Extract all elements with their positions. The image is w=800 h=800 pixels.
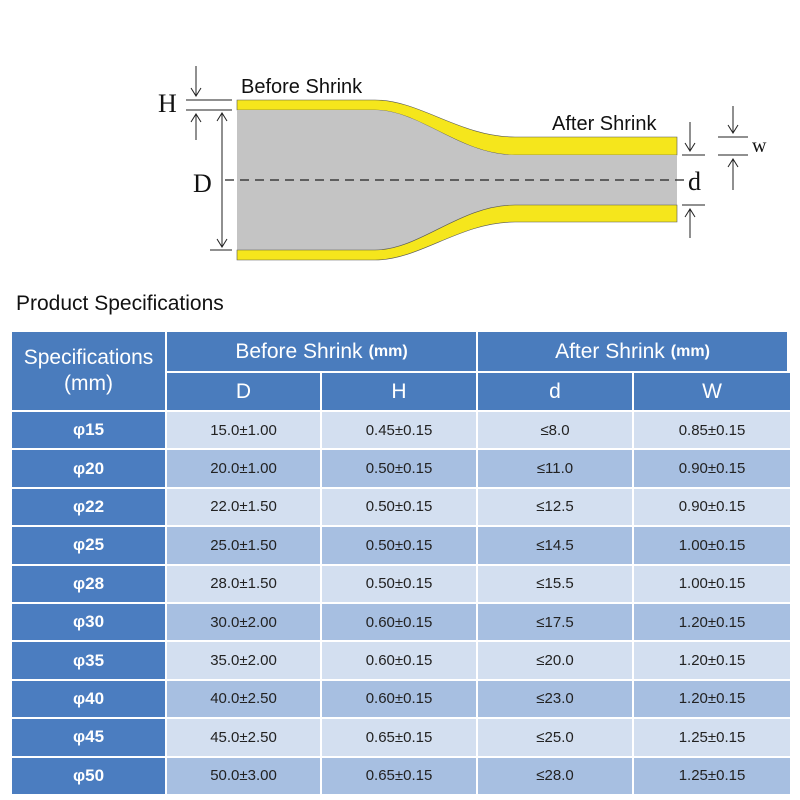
- table-cell: ≤8.0: [478, 412, 632, 449]
- header-text: (mm): [64, 372, 113, 395]
- dimension-lines: [186, 66, 748, 251]
- dim-label: d: [688, 167, 701, 196]
- table-cell: 22.0±1.50: [167, 488, 320, 526]
- table-cell: ≤15.5: [478, 565, 632, 602]
- row-header: φ45: [12, 719, 165, 756]
- row-header: φ40: [12, 680, 165, 718]
- table-cell: 1.20±0.15: [634, 604, 790, 641]
- table-cell: ≤11.0: [478, 450, 632, 487]
- header-unit: (mm): [670, 342, 710, 360]
- column-header: d: [478, 373, 632, 410]
- header-unit: (mm): [368, 342, 408, 360]
- table-cell: 30.0±2.00: [167, 604, 320, 641]
- column-header: W: [634, 373, 790, 410]
- column-header: H: [322, 373, 476, 410]
- before-label: Before Shrink: [241, 76, 363, 98]
- group-header: After Shrink (mm): [478, 332, 787, 371]
- table-cell: ≤17.5: [478, 604, 632, 641]
- dim-label: H: [158, 89, 177, 118]
- table-cell: 25.0±1.50: [167, 527, 320, 564]
- table-cell: ≤12.5: [478, 488, 632, 526]
- table-cell: 0.65±0.15: [322, 719, 476, 756]
- table-cell: 45.0±2.50: [167, 719, 320, 756]
- header-text: After Shrink: [555, 339, 665, 363]
- corner-header: Specifications (mm): [12, 332, 165, 410]
- table-cell: ≤20.0: [478, 642, 632, 679]
- table-cell: 1.25±0.15: [634, 757, 790, 794]
- shrink-diagram: Before Shrink After Shrink H D d w: [158, 66, 767, 261]
- table-cell: 0.50±0.15: [322, 527, 476, 564]
- table-cell: 40.0±2.50: [167, 680, 320, 718]
- table-cell: ≤23.0: [478, 680, 632, 718]
- table-cell: 1.20±0.15: [634, 680, 790, 718]
- header-text: Before Shrink: [235, 339, 363, 363]
- row-header: φ22: [12, 488, 165, 526]
- dim-label: w: [752, 135, 767, 157]
- row-header: φ15: [12, 412, 165, 449]
- row-header: φ25: [12, 527, 165, 564]
- table-cell: 28.0±1.50: [167, 565, 320, 602]
- column-header: D: [167, 373, 320, 410]
- table-cell: 1.00±0.15: [634, 565, 790, 602]
- table-cell: 1.25±0.15: [634, 719, 790, 756]
- dim-label: D: [193, 169, 212, 198]
- table-cell: ≤25.0: [478, 719, 632, 756]
- table-cell: 1.00±0.15: [634, 527, 790, 564]
- table-cell: 0.90±0.15: [634, 450, 790, 487]
- table-cell: 20.0±1.00: [167, 450, 320, 487]
- group-header: Before Shrink (mm): [167, 332, 476, 371]
- row-header: φ35: [12, 642, 165, 679]
- table-cell: 1.20±0.15: [634, 642, 790, 679]
- section-title: Product Specifications: [16, 292, 224, 315]
- table-cell: 0.45±0.15: [322, 412, 476, 449]
- table-cell: 0.65±0.15: [322, 757, 476, 794]
- header-text: Specifications: [23, 345, 154, 369]
- after-label: After Shrink: [552, 113, 657, 135]
- row-header: φ20: [12, 450, 165, 487]
- table-cell: ≤14.5: [478, 527, 632, 564]
- table-cell: 50.0±3.00: [167, 757, 320, 794]
- table-cell: ≤28.0: [478, 757, 632, 794]
- table-cell: 0.60±0.15: [322, 642, 476, 679]
- table-cell: 15.0±1.00: [167, 412, 320, 449]
- table-cell: 35.0±2.00: [167, 642, 320, 679]
- row-header: φ28: [12, 565, 165, 602]
- table-cell: 0.60±0.15: [322, 604, 476, 641]
- table-cell: 0.90±0.15: [634, 488, 790, 526]
- table-cell: 0.60±0.15: [322, 680, 476, 718]
- table-cell: 0.50±0.15: [322, 450, 476, 487]
- row-header: φ30: [12, 604, 165, 641]
- row-header: φ50: [12, 757, 165, 794]
- table-cell: 0.85±0.15: [634, 412, 790, 449]
- table-cell: 0.50±0.15: [322, 565, 476, 602]
- tube-wall: [236, 204, 678, 261]
- table-cell: 0.50±0.15: [322, 488, 476, 526]
